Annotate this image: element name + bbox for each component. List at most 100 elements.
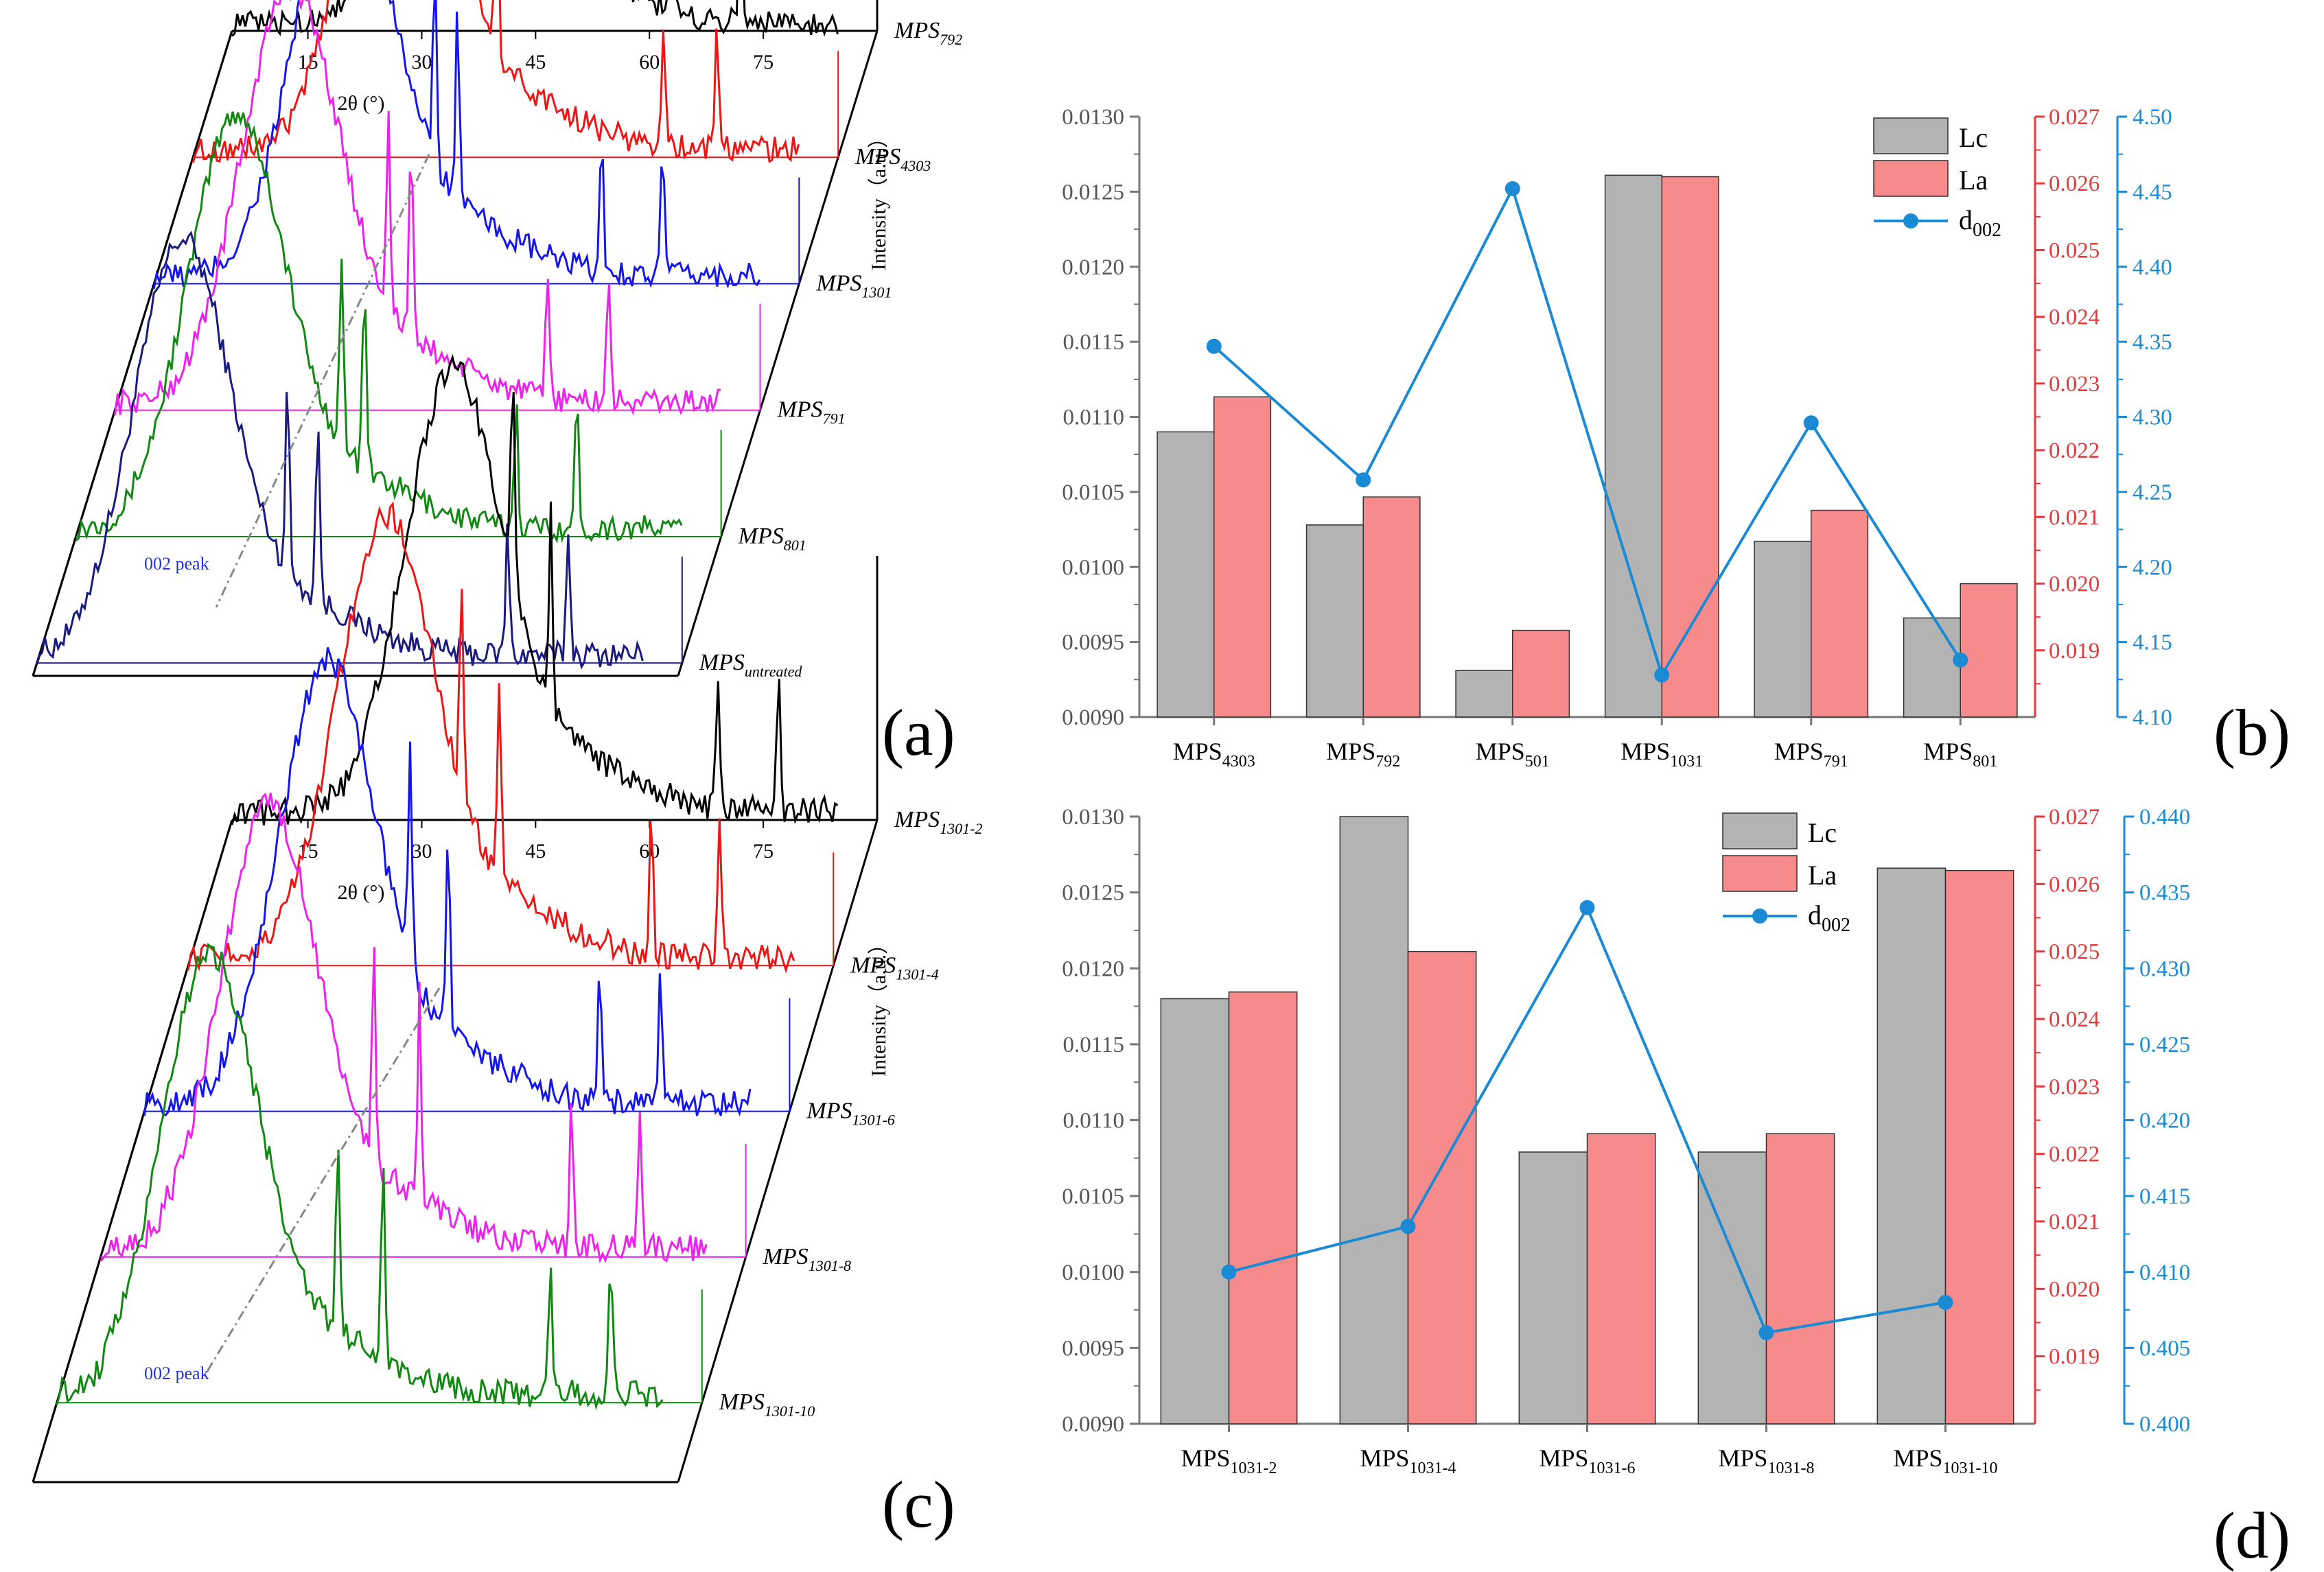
legend-d002-label: d002 (1808, 900, 1850, 936)
right-red-tick-label: 0.023 (2049, 372, 2100, 397)
series-label: MPS1301-4 (850, 952, 938, 983)
peak-label: 002 peak (144, 1363, 209, 1383)
right-blue-tick-label: 4.45 (2133, 180, 2172, 204)
peak-label: 002 peak (144, 554, 209, 574)
xrd-curve (231, 353, 839, 825)
series-label: MPSuntreated (699, 650, 803, 680)
la-bar (1661, 176, 1719, 718)
d002-point (1579, 900, 1595, 915)
xrd-curve (56, 943, 664, 1411)
d002-line (1213, 185, 1962, 679)
panel-letter-b: (b) (2213, 696, 2290, 769)
right-red-tick-label: 0.026 (2049, 172, 2100, 196)
right-red-tick-label: 0.023 (2049, 1075, 2100, 1099)
legend: Lc La d002 (1873, 117, 2001, 241)
category-label: MPS1031-2 (1181, 1444, 1277, 1477)
la-bar (1811, 509, 1869, 718)
left-tick-label: 0.0110 (1062, 406, 1124, 430)
right-red-tick-label: 0.027 (2049, 105, 2100, 130)
series-label: MPS801 (738, 524, 806, 554)
left-tick-label: 0.0130 (1062, 805, 1124, 830)
right-blue-tick-label: 0.420 (2139, 1109, 2190, 1134)
right-red-tick-label: 0.025 (2049, 940, 2100, 965)
la-bar (1213, 396, 1272, 718)
d002-point (1400, 1219, 1416, 1234)
x-tick-label: 75 (753, 840, 774, 863)
right-blue-tick-label: 0.405 (2139, 1336, 2190, 1361)
category-label: MPS1031-6 (1539, 1444, 1635, 1477)
xrd-curve (114, 0, 721, 416)
category-label: MPS4303 (1173, 738, 1255, 771)
category-label: MPS1031-4 (1360, 1444, 1456, 1477)
x-axis-title: 2θ (°) (338, 92, 385, 115)
right-blue-tick-label: 0.415 (2139, 1184, 2190, 1209)
lc-bar (1339, 816, 1409, 1424)
right-blue-tick-label: 4.20 (2133, 555, 2172, 580)
legend-d002-marker (1752, 908, 1767, 924)
x-tick-label: 30 (411, 51, 432, 73)
category-label: MPS801 (1923, 738, 1997, 771)
legend-la-swatch (1722, 855, 1798, 892)
series-label: MPS792 (894, 18, 962, 48)
right-blue-tick-label: 0.425 (2139, 1033, 2190, 1057)
right-blue-tick-label: 4.15 (2133, 631, 2172, 655)
series-label: MPS1301-6 (806, 1099, 894, 1129)
lc-bar (1604, 174, 1663, 718)
left-tick-label: 0.0105 (1062, 1184, 1124, 1209)
la-bar (1407, 950, 1477, 1424)
right-red-tick-label: 0.026 (2049, 872, 2100, 897)
left-tick-label: 0.0115 (1062, 330, 1124, 355)
right-blue-tick-label: 4.25 (2133, 480, 2172, 505)
category-label: MPS1031-8 (1718, 1444, 1814, 1477)
right-blue-tick-label: 4.30 (2133, 406, 2172, 430)
legend-d002-marker (1903, 213, 1918, 228)
la-bar (1586, 1133, 1656, 1424)
series-label: MPS791 (776, 397, 845, 427)
legend-lc-swatch (1722, 812, 1798, 849)
right-blue-tick-label: 0.430 (2139, 957, 2190, 981)
lc-bar (1518, 1151, 1588, 1424)
frame-bottom-left-diagonal (32, 30, 233, 677)
legend-lc-label: Lc (1959, 122, 1988, 153)
d002-point (1938, 1295, 1953, 1310)
la-bar (1944, 869, 2014, 1424)
xrd-curve (36, 231, 644, 670)
la-bar (1960, 583, 2018, 718)
right-blue-tick-label: 4.10 (2133, 705, 2172, 730)
left-tick-label: 0.0125 (1062, 180, 1124, 204)
right-blue-tick-label: 4.40 (2133, 255, 2172, 280)
x-tick-label: 75 (753, 51, 774, 73)
left-tick-label: 0.0105 (1062, 480, 1124, 505)
la-bar (1512, 629, 1570, 718)
d002-point (1504, 181, 1520, 196)
panel-letter-d: (d) (2213, 1499, 2290, 1572)
d002-point (1221, 1264, 1237, 1280)
series-label: MPS1301-8 (763, 1244, 851, 1274)
category-label: MPS1031 (1620, 738, 1703, 771)
panel-letter-a: (a) (882, 696, 955, 769)
right-red-tick-label: 0.027 (2049, 805, 2100, 830)
lc-bar (1160, 998, 1230, 1424)
legend-la-label: La (1959, 165, 1988, 196)
right-blue-tick-label: 0.435 (2139, 881, 2190, 906)
category-label: MPS1031-10 (1893, 1444, 1997, 1477)
left-tick-label: 0.0120 (1062, 255, 1124, 280)
x-axis-title: 2θ (°) (338, 881, 385, 904)
category-label: MPS791 (1774, 738, 1848, 771)
xrd-curve (143, 647, 752, 1117)
xrd-curve (75, 111, 683, 544)
la-bar (1362, 496, 1421, 718)
series-label: MPS1301 (815, 270, 892, 301)
frame-bottom-left-diagonal (32, 819, 233, 1483)
legend-lc-swatch (1873, 117, 1949, 154)
left-tick-label: 0.0090 (1062, 705, 1124, 730)
left-tick-label: 0.0090 (1062, 1412, 1124, 1437)
panel-b-bar-chart: 0.0090 0.0095 0.0100 0.0105 0.0110 0.0115 0.01… (1062, 105, 2172, 771)
x-tick-label: 60 (639, 51, 660, 73)
right-red-tick-label: 0.019 (2049, 639, 2100, 664)
right-red-tick-label: 0.020 (2049, 572, 2100, 597)
series-label: MPS1301-2 (894, 807, 982, 837)
right-blue-tick-label: 4.50 (2133, 105, 2172, 130)
